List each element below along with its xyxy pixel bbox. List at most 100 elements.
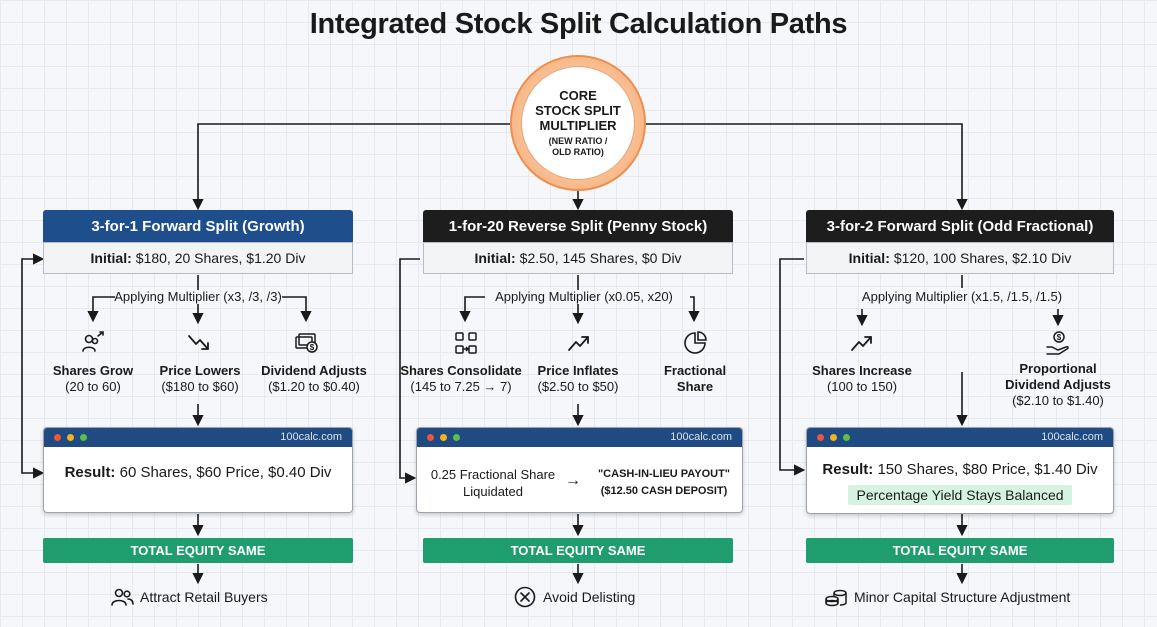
- core-sub-1: (NEW RATIO /: [548, 136, 608, 146]
- result-value: 60 Shares, $60 Price, $0.40 Div: [119, 464, 332, 481]
- close-dot: [54, 434, 61, 441]
- initial-label: Initial:: [848, 250, 890, 266]
- minimize-dot: [67, 434, 74, 441]
- step-price-inflates: Price Inflates ($2.50 to $50): [528, 363, 628, 395]
- step-title: Shares Grow: [52, 363, 134, 378]
- step-fractional-share: Fractional Share: [645, 363, 745, 395]
- browser-bar: 100calc.com: [417, 428, 742, 447]
- result-label: Result:: [822, 461, 874, 478]
- initial-value: $2.50, 145 Shares, $0 Div: [519, 250, 682, 266]
- step-shares-grow: Shares Grow (20 to 60): [43, 363, 143, 395]
- pie-chart-icon: [682, 330, 708, 356]
- column-1-equity-banner: TOTAL EQUITY SAME: [43, 538, 353, 563]
- outcome-text: Minor Capital Structure Adjustment: [854, 589, 1071, 605]
- initial-label: Initial:: [90, 250, 132, 266]
- step-title: Fractional: [663, 363, 727, 378]
- initial-value: $120, 100 Shares, $2.10 Div: [893, 250, 1072, 266]
- maximize-dot: [453, 434, 460, 441]
- liquidated-line-2: Liquidated: [463, 484, 523, 499]
- url-text: 100calc.com: [1041, 431, 1103, 443]
- diagram-title: Integrated Stock Split Calculation Paths: [309, 8, 848, 40]
- column-3-outcome: Minor Capital Structure Adjustment: [824, 585, 1070, 609]
- step-title: Dividend Adjusts: [261, 363, 367, 378]
- trend-up-icon: [566, 330, 592, 356]
- column-1-initial: Initial: $180, 20 Shares, $1.20 Div: [43, 242, 353, 274]
- initial-label: Initial:: [474, 250, 516, 266]
- column-2-initial: Initial: $2.50, 145 Shares, $0 Div: [423, 242, 733, 274]
- users-up-icon: [80, 330, 106, 356]
- column-1-header: 3-for-1 Forward Split (Growth): [43, 210, 353, 242]
- step-shares-increase: Shares Increase (100 to 150): [800, 363, 924, 395]
- url-text: 100calc.com: [670, 431, 732, 443]
- fractional-liquidated: 0.25 Fractional Share Liquidated: [423, 466, 563, 500]
- outcome-text: Avoid Delisting: [543, 589, 636, 605]
- yield-row: Percentage Yield Stays Balanced: [807, 485, 1113, 505]
- coins-icon: [824, 585, 848, 609]
- core-to-right-arrow: [645, 123, 968, 211]
- hand-coin-icon: $: [1045, 330, 1071, 356]
- column-1-multiplier: Applying Multiplier (x3, /3, /3): [114, 289, 282, 304]
- maximize-dot: [80, 434, 87, 441]
- column-3-result-card: 100calc.com Result: 150 Shares, $80 Pric…: [806, 427, 1114, 514]
- step-title: Price Inflates: [537, 363, 619, 378]
- step-title: Shares Consolidate: [400, 363, 522, 378]
- core-sub-2: OLD RATIO): [552, 147, 604, 157]
- step-detail: (145 to 7.25 → 7): [410, 379, 512, 394]
- trend-down-icon: [186, 330, 212, 356]
- column-1-outcome: Attract Retail Buyers: [110, 585, 268, 609]
- column-3-multiplier: Applying Multiplier (x1.5, /1.5, /1.5): [861, 289, 1063, 304]
- column-1-result-card: 100calc.com Result: 60 Shares, $60 Price…: [43, 427, 353, 513]
- maximize-dot: [843, 434, 850, 441]
- result-text: Result: 150 Shares, $80 Price, $1.40 Div: [807, 461, 1113, 478]
- result-arrow: →: [565, 472, 581, 489]
- liquidated-line-1: 0.25 Fractional Share: [430, 467, 556, 482]
- step-dividend-adjusts: Dividend Adjusts ($1.20 to $0.40): [256, 363, 372, 395]
- column-2-multiplier: Applying Multiplier (x0.05, x20): [495, 289, 673, 304]
- result-value: 150 Shares, $80 Price, $1.40 Div: [877, 461, 1098, 478]
- step-detail: ($2.10 to $1.40): [1012, 393, 1104, 408]
- outcome-text: Attract Retail Buyers: [140, 589, 268, 605]
- close-dot: [427, 434, 434, 441]
- step-title-2: Dividend Adjusts: [1005, 377, 1111, 392]
- cash-in-lieu-line-1: "CASH-IN-LIEU PAYOUT": [597, 468, 731, 480]
- core-line-2: STOCK SPLIT: [535, 103, 621, 118]
- step-detail: (20 to 60): [65, 379, 121, 394]
- close-dot: [817, 434, 824, 441]
- result-label: Result:: [64, 464, 116, 481]
- core-to-left-arrow: [192, 123, 512, 211]
- trend-up-icon: [849, 330, 875, 356]
- column-2-equity-banner: TOTAL EQUITY SAME: [423, 538, 733, 563]
- cash-icon: $: [294, 330, 320, 356]
- core-line-3: MULTIPLIER: [539, 118, 617, 133]
- consolidate-icon: [453, 330, 479, 356]
- column-2-result-card: 100calc.com 0.25 Fractional Share Liquid…: [416, 427, 743, 513]
- step-detail: ($180 to $60): [161, 379, 239, 394]
- step-price-lowers: Price Lowers ($180 to $60): [148, 363, 252, 395]
- url-text: 100calc.com: [280, 431, 342, 443]
- yield-note: Percentage Yield Stays Balanced: [848, 485, 1072, 505]
- column-3-equity-banner: TOTAL EQUITY SAME: [806, 538, 1114, 563]
- initial-value: $180, 20 Shares, $1.20 Div: [135, 250, 306, 266]
- column-2-outcome: Avoid Delisting: [513, 585, 635, 609]
- step-detail: ($1.20 to $0.40): [268, 379, 360, 394]
- core-line-1: CORE: [559, 88, 597, 103]
- column-3-header: 3-for-2 Forward Split (Odd Fractional): [806, 210, 1114, 242]
- svg-text:$: $: [1057, 333, 1062, 342]
- cash-in-lieu-line-2: ($12.50 CASH DEPOSIT): [600, 485, 728, 497]
- step-proportional-dividend: Proportional Dividend Adjusts ($2.10 to …: [994, 361, 1122, 409]
- step-detail: ($2.50 to $50): [537, 379, 619, 394]
- minimize-dot: [440, 434, 447, 441]
- x-circle-icon: [513, 585, 537, 609]
- result-text: Result: 60 Shares, $60 Price, $0.40 Div: [44, 464, 352, 481]
- step-title: Proportional: [1019, 361, 1097, 376]
- column-2-header: 1-for-20 Reverse Split (Penny Stock): [423, 210, 733, 242]
- step-detail: (100 to 150): [826, 379, 898, 394]
- left-feedback-arrow: [21, 258, 45, 479]
- users-icon: [110, 585, 134, 609]
- core-multiplier-node: CORE STOCK SPLIT MULTIPLIER (NEW RATIO /…: [521, 66, 635, 180]
- step-shares-consolidate: Shares Consolidate (145 to 7.25 → 7): [400, 363, 522, 395]
- step-title: Price Lowers: [159, 363, 241, 378]
- svg-text:$: $: [310, 343, 315, 352]
- minimize-dot: [830, 434, 837, 441]
